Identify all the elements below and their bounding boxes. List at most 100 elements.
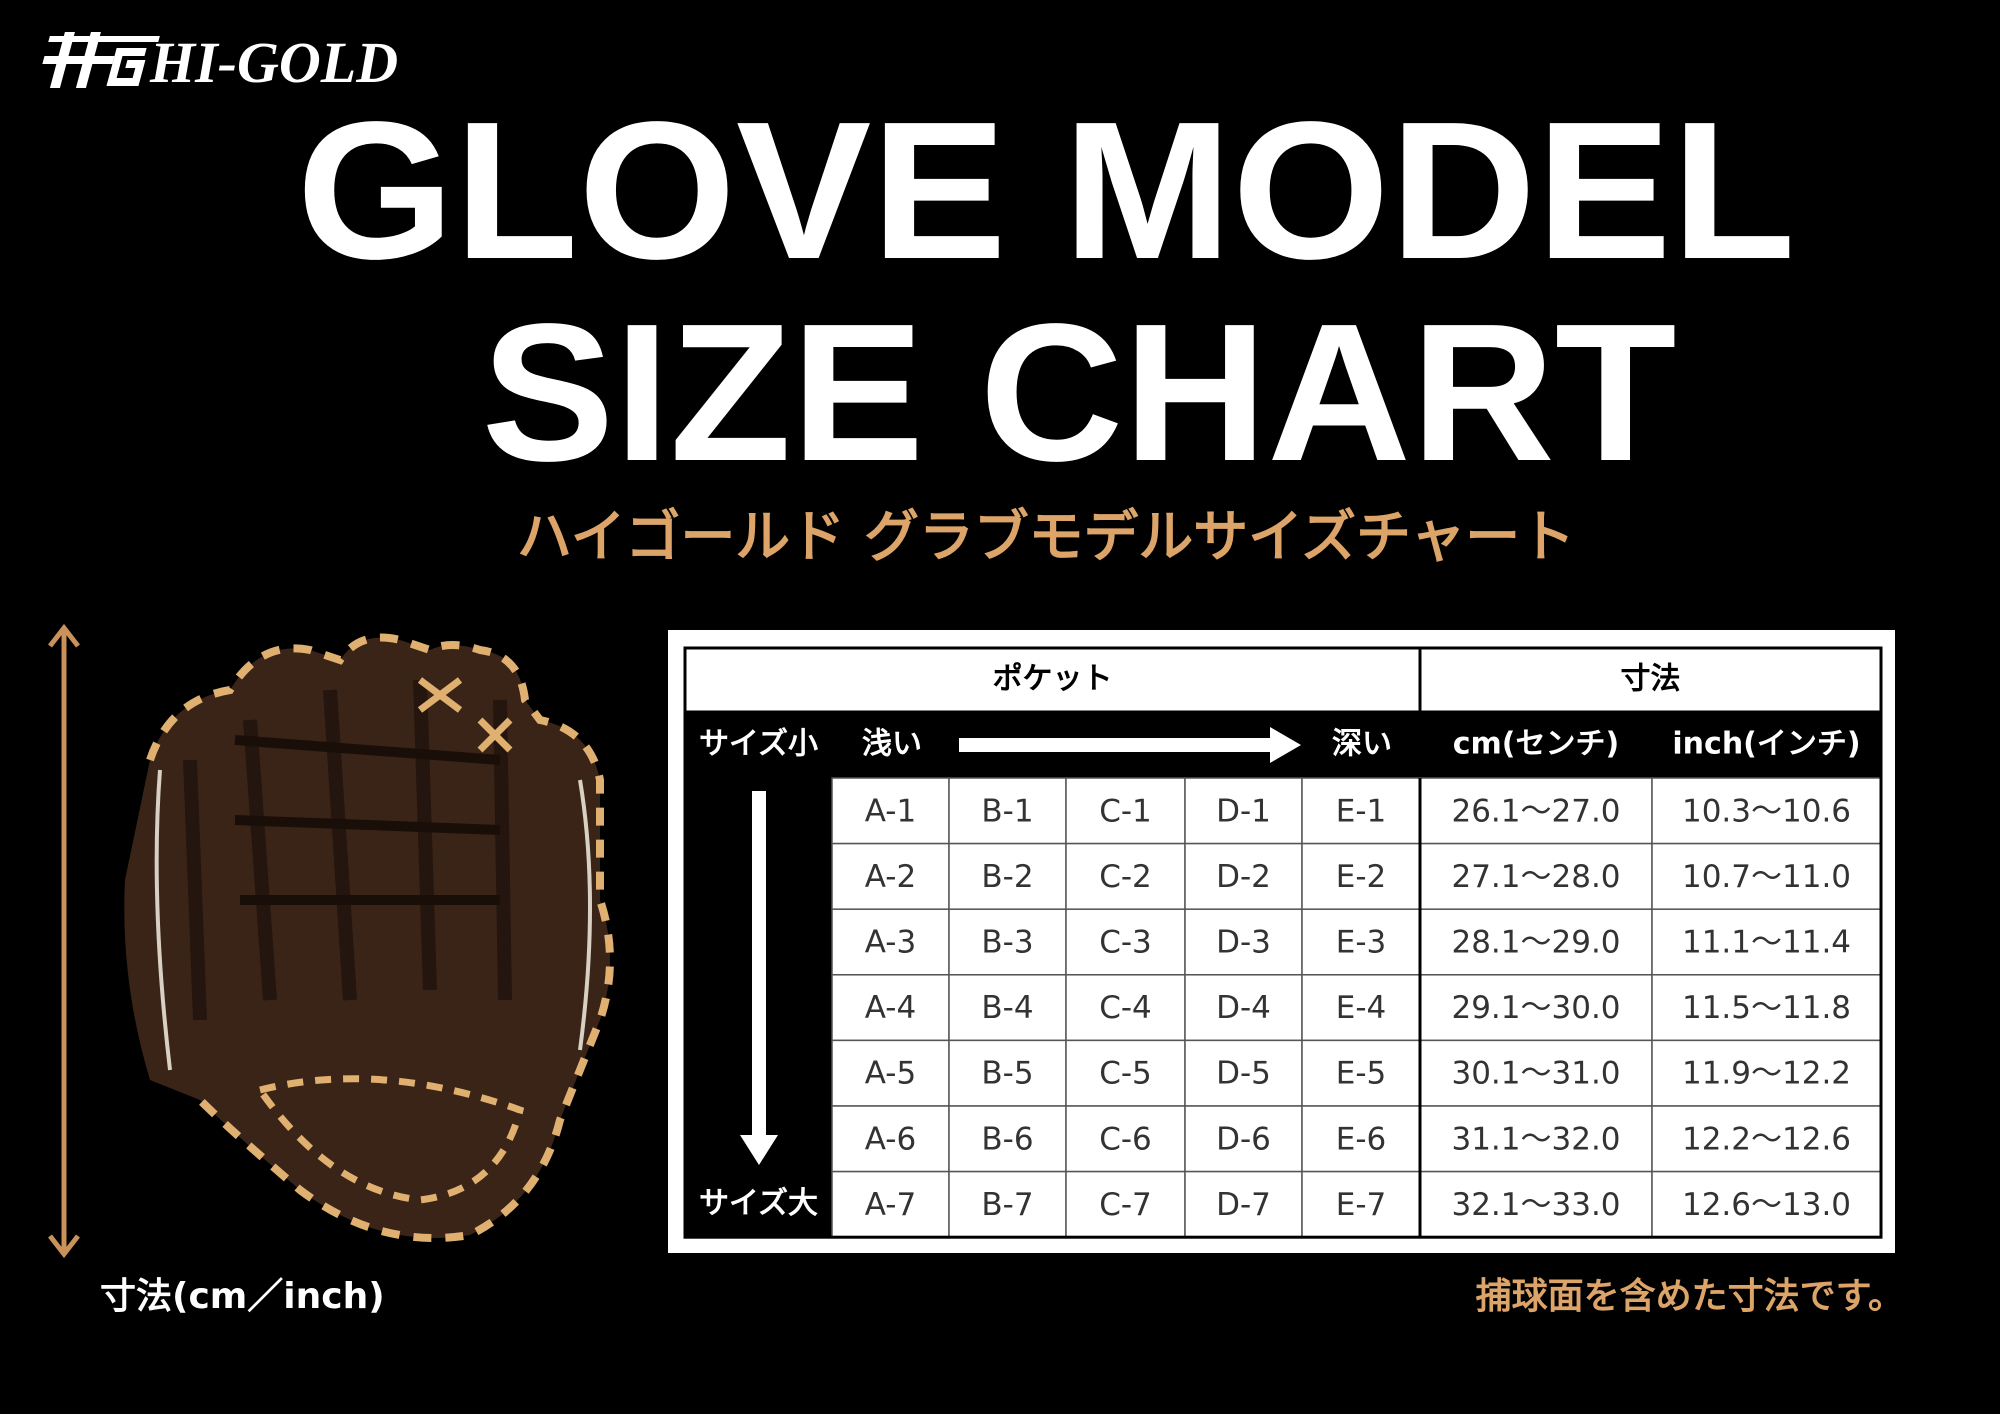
note: 捕球面を含めた寸法です。 xyxy=(1476,1276,1904,1317)
cell-text: 10.3～10.6 xyxy=(1682,793,1851,829)
subheader-cell: 深い xyxy=(1332,727,1392,762)
title-line: SIZE CHART xyxy=(482,283,1677,502)
cell-text: D-4 xyxy=(1216,990,1271,1026)
cell-text: E-7 xyxy=(1336,1187,1387,1223)
cell-text: A-7 xyxy=(865,1187,916,1223)
cell xyxy=(1301,908,1421,976)
cell-text: C-1 xyxy=(1099,793,1152,829)
cell-text: 28.1～29.0 xyxy=(1451,925,1620,961)
cell-text: 30.1～31.0 xyxy=(1451,1056,1620,1092)
cell xyxy=(1651,1105,1882,1173)
cell-text: 11.1～11.4 xyxy=(1682,925,1851,961)
dimension-label: 寸法(cm／inch) xyxy=(100,1276,385,1317)
cell-text: A-5 xyxy=(865,1056,916,1092)
cell xyxy=(831,1105,950,1173)
cell-text: C-4 xyxy=(1099,990,1152,1026)
logo-mark xyxy=(42,32,160,88)
header-cell: ポケット xyxy=(993,662,1113,697)
cell-text: B-2 xyxy=(981,859,1033,895)
height-arrow xyxy=(48,623,80,1259)
table-border xyxy=(683,646,1883,1239)
subtitle: ハイゴールド グラブモデルサイズチャート xyxy=(517,505,1575,570)
cell xyxy=(1419,777,1653,845)
cell-text: C-7 xyxy=(1099,1187,1152,1223)
cell xyxy=(1065,1039,1186,1107)
cell-text: 11.9～12.2 xyxy=(1682,1056,1851,1092)
cell-text: E-2 xyxy=(1336,859,1387,895)
subheader-cell: inch(インチ) xyxy=(1672,727,1860,762)
cell-text: 32.1～33.0 xyxy=(1451,1187,1620,1223)
cell xyxy=(1301,1105,1421,1173)
cell xyxy=(831,1039,950,1107)
cell-text: A-6 xyxy=(865,1121,916,1157)
cell xyxy=(948,1170,1067,1238)
cell xyxy=(1419,974,1653,1042)
header-row xyxy=(683,646,1883,714)
cell-text: B-3 xyxy=(981,925,1033,961)
logo: HI-GOLD xyxy=(42,30,398,95)
cell xyxy=(1419,908,1653,976)
title-line: GLOVE MODEL xyxy=(297,81,1796,300)
cell-text: 29.1～30.0 xyxy=(1451,990,1620,1026)
cell xyxy=(1419,1039,1653,1107)
cell xyxy=(1301,1170,1421,1238)
cell-text: D-2 xyxy=(1216,859,1271,895)
cell-text: D-6 xyxy=(1216,1121,1271,1157)
size-label: サイズ大 xyxy=(699,1186,818,1221)
header-cell: 寸法 xyxy=(1621,662,1681,697)
cell xyxy=(1065,1105,1186,1173)
cell-text: E-3 xyxy=(1336,925,1387,961)
cell xyxy=(1184,1170,1303,1238)
cell xyxy=(1301,1039,1421,1107)
cell xyxy=(1651,908,1882,976)
cell-text: E-4 xyxy=(1336,990,1387,1026)
cell-text: 31.1～32.0 xyxy=(1451,1121,1620,1157)
cell xyxy=(1065,842,1186,910)
cell-text: E-5 xyxy=(1336,1056,1387,1092)
cell xyxy=(1301,777,1421,845)
cell xyxy=(1651,842,1882,910)
cell xyxy=(1184,974,1303,1042)
cell-text: 26.1～27.0 xyxy=(1451,793,1620,829)
cell-text: B-1 xyxy=(981,793,1033,829)
cell xyxy=(948,974,1067,1042)
cell-text: D-1 xyxy=(1216,793,1271,829)
cell-text: D-3 xyxy=(1216,925,1271,961)
cell-text: 10.7～11.0 xyxy=(1682,859,1851,895)
cell xyxy=(1651,1039,1882,1107)
cell xyxy=(1184,777,1303,845)
cell xyxy=(1065,1170,1186,1238)
cell-text: D-5 xyxy=(1216,1056,1271,1092)
cell xyxy=(1065,908,1186,976)
cell-text: A-3 xyxy=(865,925,916,961)
cell-text: A-1 xyxy=(865,793,916,829)
cell-text: 12.6～13.0 xyxy=(1682,1187,1851,1223)
cell xyxy=(948,908,1067,976)
cell-text: C-5 xyxy=(1099,1056,1152,1092)
cell-text: B-7 xyxy=(981,1187,1033,1223)
cell-text: C-6 xyxy=(1099,1121,1152,1157)
cell-text: 27.1～28.0 xyxy=(1451,859,1620,895)
cell-text: 12.2～12.6 xyxy=(1682,1121,1851,1157)
cell-text: C-2 xyxy=(1099,859,1152,895)
cell xyxy=(831,777,950,845)
cell xyxy=(948,1039,1067,1107)
cell xyxy=(1651,777,1882,845)
cell xyxy=(1184,842,1303,910)
cell-text: B-6 xyxy=(981,1121,1033,1157)
cell-text: A-4 xyxy=(865,990,916,1026)
cell xyxy=(1065,777,1186,845)
cell xyxy=(831,1170,950,1238)
cell xyxy=(1301,974,1421,1042)
cell-text: E-6 xyxy=(1336,1121,1387,1157)
cell-text: D-7 xyxy=(1216,1187,1271,1223)
depth-arrow xyxy=(959,727,1301,763)
subheader-cell: 浅い xyxy=(862,727,922,762)
size-arrow xyxy=(740,791,778,1165)
cell xyxy=(1419,1170,1653,1238)
cell-text: B-5 xyxy=(981,1056,1033,1092)
subheader-cell: サイズ小 xyxy=(699,727,818,762)
